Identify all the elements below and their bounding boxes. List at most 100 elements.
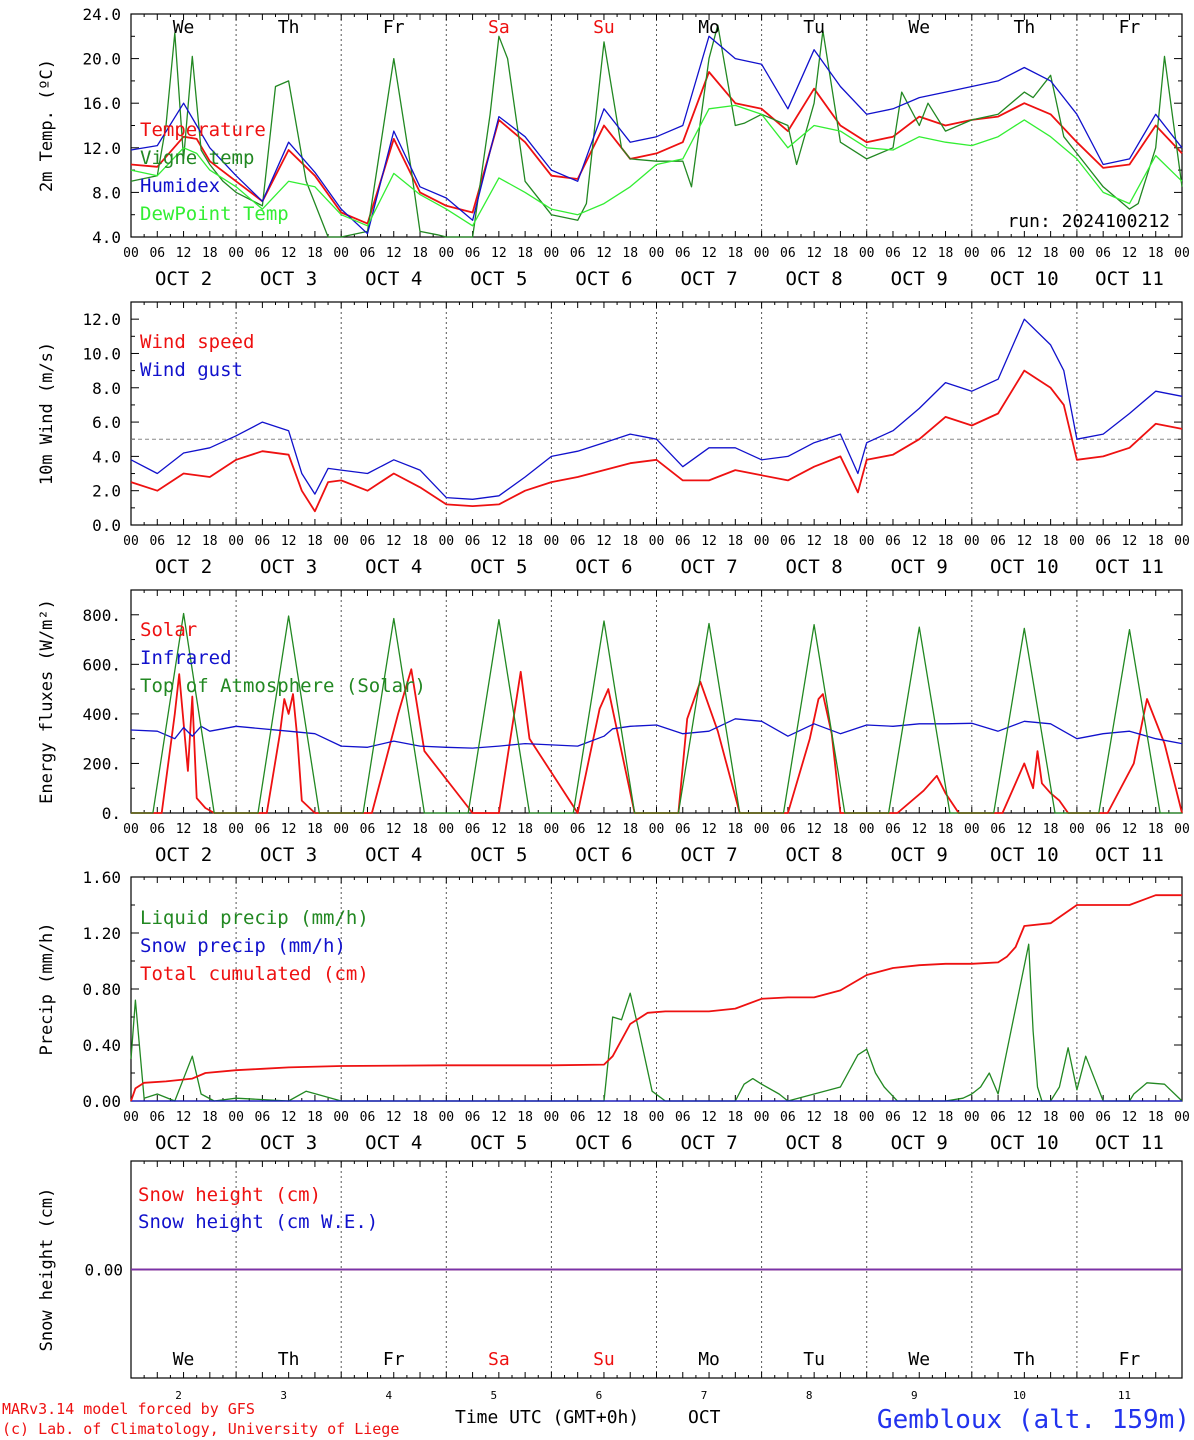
y-tick-label: 2.0 <box>92 482 121 501</box>
hour-tick-label: 06 <box>885 822 901 837</box>
date-label: OCT 11 <box>1095 556 1164 578</box>
y-tick-label: 0.00 <box>84 1261 123 1280</box>
hour-tick-label: 18 <box>622 534 638 549</box>
day-number-label: 3 <box>280 1389 287 1402</box>
hour-tick-label: 06 <box>149 1110 165 1125</box>
hour-tick-label: 18 <box>622 822 638 837</box>
hour-tick-label: 00 <box>964 534 980 549</box>
hour-tick-label: 18 <box>938 1110 954 1125</box>
legend-wind-1: Wind gust <box>140 359 243 381</box>
hour-tick-label: 06 <box>1095 534 1111 549</box>
hour-tick-label: 12 <box>701 1110 717 1125</box>
hour-tick-label: 12 <box>281 534 297 549</box>
series-line-energy-1 <box>130 718 1183 749</box>
date-label: OCT 9 <box>891 556 948 578</box>
hour-tick-label: 06 <box>780 822 796 837</box>
legend-precip-2: Total cumulated (cm) <box>140 963 369 985</box>
weekday-label: We <box>908 1349 930 1370</box>
date-label: OCT 10 <box>990 268 1059 290</box>
hour-tick-label: 00 <box>438 822 454 837</box>
y-tick-label: 1.20 <box>82 924 121 943</box>
y-axis-label-snow: Snow height (cm) <box>37 1188 57 1352</box>
y-axis-label-wind: 10m Wind (m/s) <box>37 342 57 485</box>
hour-tick-label: 06 <box>675 534 691 549</box>
hour-tick-label: 00 <box>859 822 875 837</box>
hour-tick-label: 00 <box>964 246 980 261</box>
hour-tick-label: 12 <box>176 246 192 261</box>
date-label: OCT 6 <box>575 268 632 290</box>
hour-tick-label: 00 <box>333 1110 349 1125</box>
weekday-label: Tu <box>803 17 825 38</box>
hour-tick-label: 12 <box>386 246 402 261</box>
hour-tick-label: 00 <box>228 534 244 549</box>
hour-tick-label: 18 <box>517 534 533 549</box>
hour-tick-label: 18 <box>202 246 218 261</box>
x-axis-label: Time UTC (GMT+0h) <box>455 1407 639 1428</box>
hour-tick-label: 12 <box>491 246 507 261</box>
hour-tick-label: 18 <box>412 246 428 261</box>
legend-wind-0: Wind speed <box>140 331 254 353</box>
y-tick-label: 10.0 <box>82 344 121 363</box>
hour-tick-label: 12 <box>281 822 297 837</box>
date-label: OCT 11 <box>1095 844 1164 866</box>
y-tick-label: 8.0 <box>92 379 121 398</box>
weekday-label: We <box>173 1349 195 1370</box>
legend-energy-0: Solar <box>140 619 197 641</box>
date-label: OCT 4 <box>365 556 422 578</box>
hour-tick-label: 00 <box>438 1110 454 1125</box>
hour-tick-label: 18 <box>938 246 954 261</box>
legend-temperature-1: Vigne temp <box>140 147 254 169</box>
hour-tick-label: 18 <box>1148 1110 1164 1125</box>
date-label: OCT 7 <box>680 1132 737 1154</box>
hour-tick-label: 18 <box>938 534 954 549</box>
weekday-label: Sa <box>488 1349 510 1370</box>
hour-tick-label: 12 <box>1122 534 1138 549</box>
hour-tick-label: 18 <box>412 1110 428 1125</box>
hour-tick-label: 00 <box>544 822 560 837</box>
hour-tick-label: 06 <box>780 534 796 549</box>
hour-tick-label: 12 <box>1017 822 1033 837</box>
hour-tick-label: 00 <box>859 534 875 549</box>
hour-tick-label: 06 <box>990 246 1006 261</box>
hour-tick-label: 18 <box>517 822 533 837</box>
legend-temperature-2: Humidex <box>140 175 220 197</box>
hour-tick-label: 12 <box>1017 246 1033 261</box>
hour-tick-label: 00 <box>754 246 770 261</box>
y-axis-label-energy: Energy fluxes (W/m²) <box>37 599 57 804</box>
hour-tick-label: 18 <box>307 1110 323 1125</box>
hour-tick-label: 06 <box>570 246 586 261</box>
hour-tick-label: 00 <box>544 1110 560 1125</box>
hour-tick-label: 18 <box>1148 822 1164 837</box>
series-line-temperature-3 <box>130 104 1183 227</box>
legend-temperature-0: Temperature <box>140 119 266 141</box>
hour-tick-label: 18 <box>1043 246 1059 261</box>
hour-tick-label: 06 <box>990 534 1006 549</box>
date-label: OCT 2 <box>155 268 212 290</box>
hour-tick-label: 12 <box>386 1110 402 1125</box>
hour-tick-label: 18 <box>307 822 323 837</box>
hour-tick-label: 12 <box>701 822 717 837</box>
day-number-label: 2 <box>175 1389 182 1402</box>
legend-temperature-3: DewPoint Temp <box>140 203 289 225</box>
hour-tick-label: 00 <box>123 246 139 261</box>
date-label: OCT 9 <box>891 844 948 866</box>
weekday-label: Th <box>1014 17 1036 38</box>
y-tick-label: 0.0 <box>92 516 121 535</box>
y-tick-label: 0.80 <box>82 980 121 999</box>
weekday-label: Mo <box>698 17 720 38</box>
hour-tick-label: 06 <box>780 1110 796 1125</box>
date-label: OCT 4 <box>365 844 422 866</box>
hour-tick-label: 12 <box>386 822 402 837</box>
credit-model: MARv3.14 model forced by GFS <box>2 1400 255 1418</box>
hour-tick-label: 18 <box>202 534 218 549</box>
y-tick-label: 200. <box>82 754 121 773</box>
weekday-label: Th <box>1014 1349 1036 1370</box>
hour-tick-label: 18 <box>1043 822 1059 837</box>
hour-tick-label: 12 <box>806 822 822 837</box>
hour-tick-label: 06 <box>570 534 586 549</box>
weekday-label: We <box>173 17 195 38</box>
weekday-label: Fr <box>383 17 405 38</box>
day-number-label: 8 <box>806 1389 813 1402</box>
legend-precip-0: Liquid precip (mm/h) <box>140 907 369 929</box>
hour-tick-label: 06 <box>675 246 691 261</box>
